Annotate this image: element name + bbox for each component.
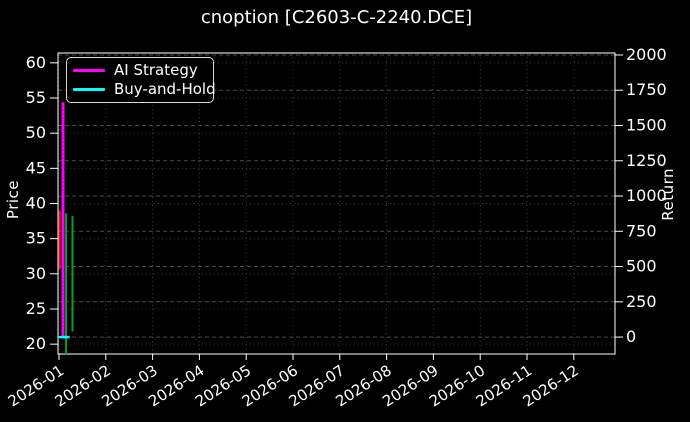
return-tick-label: 1250 [626, 151, 667, 170]
legend-item-buy-and-hold: Buy-and-Hold [73, 81, 216, 98]
ai-strategy-line-icon [73, 69, 105, 72]
legend-item-ai-strategy: AI Strategy [73, 62, 207, 79]
price-tick-label: 35 [26, 229, 46, 248]
return-tick-label: 2000 [626, 45, 667, 64]
price-tick-label: 25 [26, 299, 46, 318]
return-tick-label: 0 [626, 327, 636, 346]
return-tick-label: 1750 [626, 80, 667, 99]
price-tick-label: 60 [26, 53, 46, 72]
legend-label-ai-strategy: AI Strategy [114, 61, 198, 79]
buy-and-hold-line-icon [73, 88, 105, 91]
return-tick-label: 500 [626, 257, 657, 276]
return-tick-label: 250 [626, 292, 657, 311]
price-tick-label: 55 [26, 88, 46, 107]
return-tick-label: 1000 [626, 186, 667, 205]
return-tick-label: 750 [626, 221, 657, 240]
plot-border [57, 52, 616, 355]
legend: AI Strategy Buy-and-Hold [66, 57, 216, 103]
price-tick-label: 30 [26, 264, 46, 283]
price-tick-label: 40 [26, 194, 46, 213]
price-tick-label: 20 [26, 334, 46, 353]
price-tick-label: 45 [26, 158, 46, 177]
return-tick-label: 1500 [626, 115, 667, 134]
legend-label-buy-and-hold: Buy-and-Hold [114, 80, 216, 98]
price-tick-label: 50 [26, 123, 46, 142]
chart-title: cnoption [C2603-C-2240.DCE] [200, 7, 473, 28]
